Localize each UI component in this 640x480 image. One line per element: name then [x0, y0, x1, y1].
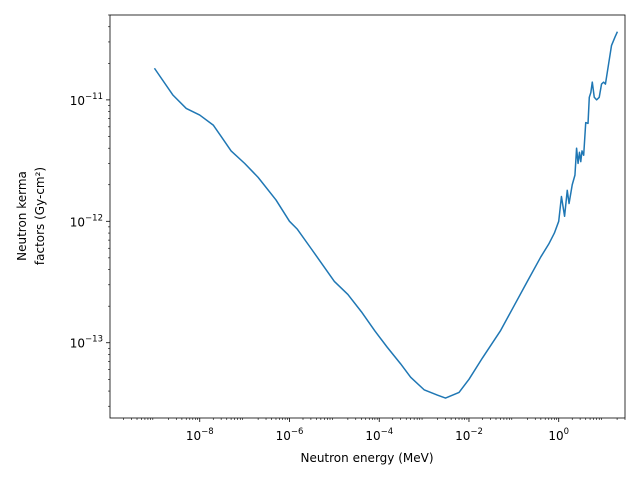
series-line — [153, 31, 619, 399]
y-axis-label: Neutron kerma factors (Gy-cm²) — [15, 167, 47, 265]
x-axis-label: Neutron energy (MeV) — [300, 451, 433, 465]
x-tick-label: 10−8 — [186, 427, 214, 443]
x-tick-label: 10−2 — [455, 427, 483, 443]
x-tick-label: 10−4 — [365, 427, 393, 443]
x-tick-labels: 10−8 10−6 10−4 10−2 100 — [186, 427, 569, 443]
y-tick-label: 10−12 — [70, 213, 103, 229]
y-tick-labels: 10−13 10−12 10−11 — [70, 92, 103, 351]
plot-area — [110, 15, 625, 418]
y-axis-label-line-2: factors (Gy-cm²) — [33, 167, 47, 265]
major-ticks — [106, 99, 560, 422]
y-tick-label: 10−13 — [70, 335, 103, 351]
x-tick-label: 10−6 — [276, 427, 304, 443]
x-tick-label: 100 — [548, 427, 569, 443]
y-axis-label-line-1: Neutron kerma — [15, 171, 29, 261]
plot-frame — [109, 14, 626, 419]
y-tick-label: 10−11 — [70, 92, 103, 108]
